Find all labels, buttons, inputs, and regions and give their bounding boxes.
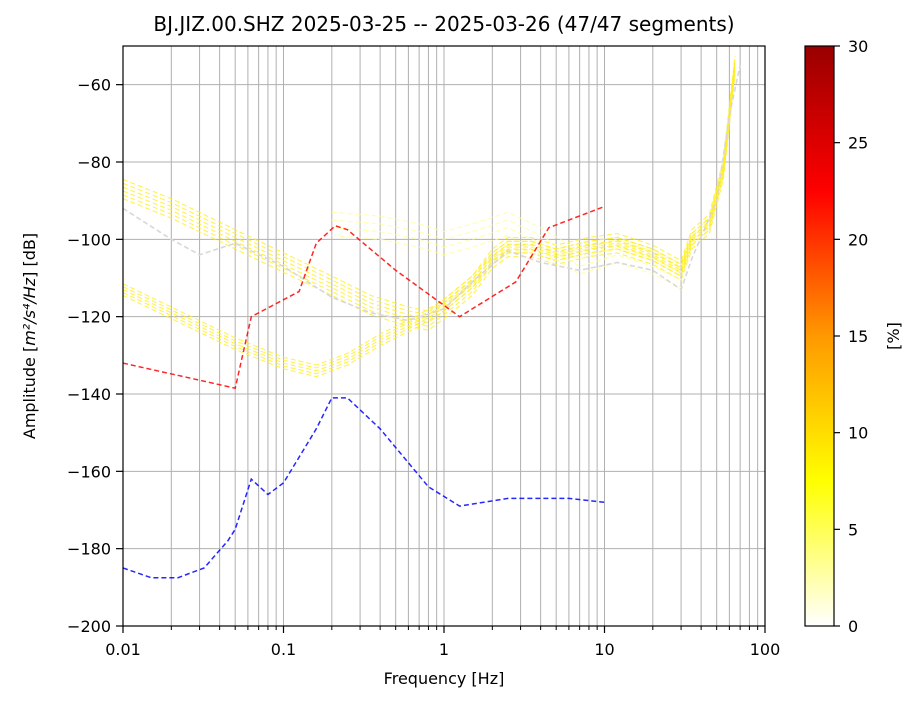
y-tick-label: −80: [77, 153, 111, 172]
psd-curve: [123, 63, 736, 320]
colorbar-tick-label: 0: [848, 617, 858, 636]
psd-curve: [331, 234, 686, 291]
psd-curve: [331, 211, 686, 267]
y-axis-ticks: −200 −180 −160 −140 −120 −100 −80 −60: [67, 76, 123, 636]
y-tick-label: −180: [67, 540, 111, 559]
psd-curve: [123, 65, 741, 322]
y-tick-label: −60: [77, 76, 111, 95]
colorbar-label: [%]: [884, 322, 903, 350]
chart-title: BJ.JIZ.00.SHZ 2025-03-25 -- 2025-03-26 (…: [153, 12, 734, 36]
colorbar: [804, 45, 835, 627]
psd-curve: [123, 71, 736, 378]
y-tick-label: −140: [67, 385, 111, 404]
psd-curve: [331, 219, 686, 275]
x-axis-ticks: 0.01 0.1 1 10 100: [105, 626, 780, 659]
psd-curve: [123, 71, 736, 327]
psd-curve: [123, 62, 736, 369]
psd-curve: [123, 68, 736, 375]
low-noise-model-line: [123, 397, 605, 579]
y-tick-label: −200: [67, 617, 111, 636]
grid-lines: [122, 46, 765, 627]
psd-curve: [123, 67, 736, 324]
x-tick-label: 0.01: [105, 640, 141, 659]
colorbar-tick-label: 25: [848, 134, 868, 153]
colorbar-ticks: 0 5 10 15 20 25 30: [834, 37, 868, 636]
colorbar-tick-label: 15: [848, 327, 868, 346]
psd-curve: [123, 55, 736, 312]
psd-curve: [123, 74, 736, 331]
y-tick-label: −100: [67, 230, 111, 249]
x-tick-label: 1: [439, 640, 449, 659]
psd-curves: [123, 55, 741, 378]
colorbar-tick-label: 30: [848, 37, 868, 56]
psd-curve: [123, 59, 736, 316]
high-noise-model-line: [123, 205, 605, 390]
y-tick-label: −160: [67, 462, 111, 481]
x-tick-label: 10: [594, 640, 614, 659]
noise-model-lines: [123, 205, 605, 579]
colorbar-tick-label: 10: [848, 424, 868, 443]
colorbar-tick-label: 5: [848, 520, 858, 539]
psd-curve: [331, 227, 686, 283]
y-axis-label-suffix: ] [dB]: [20, 233, 39, 278]
y-axis-label-units: m²/s⁴/Hz: [20, 277, 39, 346]
x-axis-label: Frequency [Hz]: [384, 669, 505, 688]
psd-curve: [123, 59, 736, 366]
y-axis-label: Amplitude [m²/s⁴/Hz] [dB]: [20, 233, 39, 439]
colorbar-tick-label: 20: [848, 230, 868, 249]
y-tick-label: −120: [67, 308, 111, 327]
x-tick-label: 100: [750, 640, 781, 659]
x-tick-label: 0.1: [271, 640, 296, 659]
y-axis-label-main: Amplitude [: [20, 346, 39, 439]
psd-curve: [123, 65, 736, 372]
